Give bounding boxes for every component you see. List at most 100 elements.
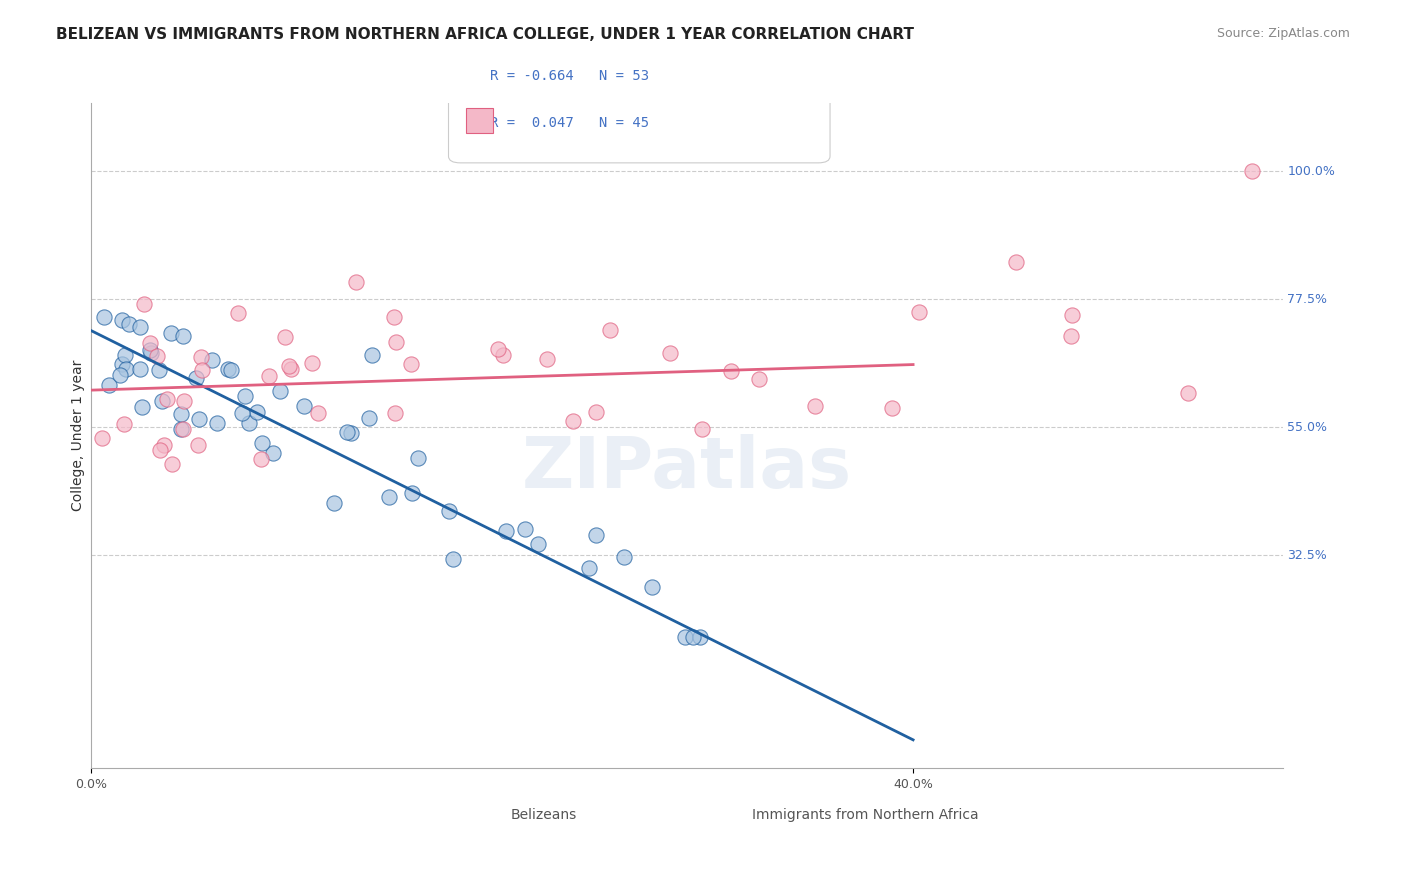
Point: [673, 631, 696, 645]
Point: [231, 406, 253, 420]
Point: [406, 450, 429, 465]
Point: [201, 353, 224, 368]
Point: [441, 552, 464, 566]
Text: Immigrants from Northern Africa: Immigrants from Northern Africa: [752, 808, 979, 822]
Point: [585, 405, 607, 419]
Point: [139, 343, 162, 357]
Point: [205, 416, 228, 430]
Point: [129, 362, 152, 376]
Point: [1062, 308, 1084, 322]
Point: [262, 445, 284, 459]
Text: ZIPatlas: ZIPatlas: [522, 434, 852, 503]
Point: [149, 443, 172, 458]
Point: [156, 392, 179, 406]
Text: 55.0%: 55.0%: [1288, 421, 1327, 434]
Point: [145, 349, 167, 363]
Point: [682, 631, 704, 645]
Point: [641, 580, 664, 594]
Point: [384, 406, 406, 420]
FancyBboxPatch shape: [449, 43, 830, 163]
Point: [150, 394, 173, 409]
Point: [357, 410, 380, 425]
Point: [93, 310, 115, 324]
Point: [114, 417, 136, 431]
Point: [526, 537, 548, 551]
Point: [97, 378, 120, 392]
Point: [111, 357, 134, 371]
Point: [114, 362, 136, 376]
Point: [170, 422, 193, 436]
Point: [561, 414, 583, 428]
Point: [191, 362, 214, 376]
Point: [513, 522, 536, 536]
Point: [1241, 164, 1264, 178]
Point: [257, 369, 280, 384]
Point: [139, 335, 162, 350]
Point: [238, 416, 260, 430]
Bar: [467, 108, 492, 133]
Bar: [728, 798, 755, 818]
Point: [748, 371, 770, 385]
Point: [219, 363, 242, 377]
Text: 77.5%: 77.5%: [1288, 293, 1327, 306]
Point: [269, 384, 291, 399]
Point: [246, 405, 269, 419]
Point: [160, 326, 183, 340]
Point: [139, 346, 162, 360]
Point: [233, 389, 256, 403]
Point: [292, 399, 315, 413]
Text: BELIZEAN VS IMMIGRANTS FROM NORTHERN AFRICA COLLEGE, UNDER 1 YEAR CORRELATION CH: BELIZEAN VS IMMIGRANTS FROM NORTHERN AFR…: [56, 27, 914, 42]
Bar: [467, 60, 492, 85]
Point: [1060, 329, 1083, 343]
Point: [613, 549, 636, 564]
Point: [160, 458, 183, 472]
Point: [578, 561, 600, 575]
Point: [908, 305, 931, 319]
Text: 32.5%: 32.5%: [1288, 549, 1327, 562]
Point: [250, 452, 273, 467]
Point: [172, 422, 194, 436]
Point: [170, 407, 193, 421]
Point: [401, 486, 423, 500]
Point: [804, 399, 827, 413]
Point: [336, 425, 359, 440]
Point: [301, 356, 323, 370]
Text: R = -0.664   N = 53: R = -0.664 N = 53: [491, 70, 650, 83]
Point: [148, 363, 170, 377]
Point: [536, 351, 558, 366]
Point: [228, 306, 250, 320]
Point: [599, 323, 621, 337]
Point: [344, 275, 367, 289]
Point: [131, 401, 153, 415]
Point: [323, 496, 346, 510]
Point: [585, 528, 607, 542]
Point: [252, 435, 274, 450]
Point: [173, 393, 195, 408]
Point: [91, 432, 114, 446]
Point: [882, 401, 904, 415]
Point: [1005, 254, 1028, 268]
Point: [118, 317, 141, 331]
Point: [184, 371, 207, 385]
Point: [340, 425, 363, 440]
Point: [134, 296, 156, 310]
Point: [108, 368, 131, 383]
Point: [495, 524, 517, 539]
Y-axis label: College, Under 1 year: College, Under 1 year: [72, 360, 86, 511]
Point: [385, 335, 408, 350]
Point: [280, 362, 302, 376]
Point: [689, 631, 711, 645]
Point: [361, 348, 384, 362]
Point: [382, 310, 405, 324]
Point: [217, 361, 239, 376]
Point: [111, 312, 134, 326]
Point: [187, 411, 209, 425]
Text: Belizeans: Belizeans: [510, 808, 576, 822]
Point: [129, 319, 152, 334]
Point: [278, 359, 301, 373]
Point: [439, 504, 461, 518]
Text: R =  0.047   N = 45: R = 0.047 N = 45: [491, 116, 650, 130]
Bar: [449, 798, 475, 818]
Point: [153, 438, 176, 452]
Point: [378, 491, 401, 505]
